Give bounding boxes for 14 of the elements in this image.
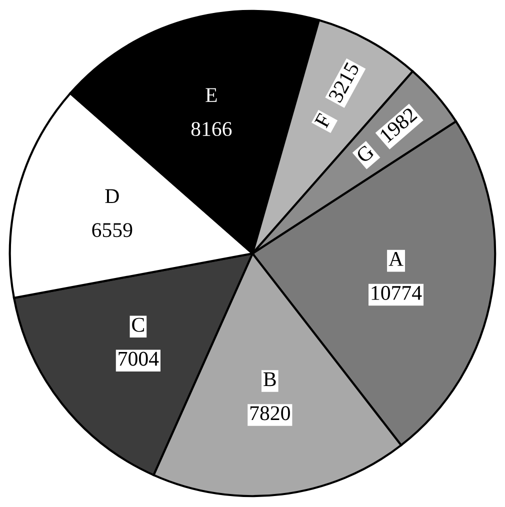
data-label: 8166 — [191, 122, 232, 136]
data-label: 3215 — [328, 61, 360, 104]
slice-label: F — [314, 112, 332, 128]
slice-label: B — [264, 372, 276, 386]
slice-label: C — [132, 318, 144, 332]
data-label: 7004 — [118, 352, 159, 366]
data-label: 1982 — [379, 107, 418, 143]
slice-label: G — [356, 144, 375, 164]
data-label: 10774 — [372, 286, 422, 300]
data-label: 7820 — [250, 406, 290, 420]
data-label: 6559 — [92, 223, 132, 238]
slice-label: D — [105, 189, 119, 203]
slice-label: E — [206, 88, 217, 102]
slice-label: A — [388, 252, 404, 266]
